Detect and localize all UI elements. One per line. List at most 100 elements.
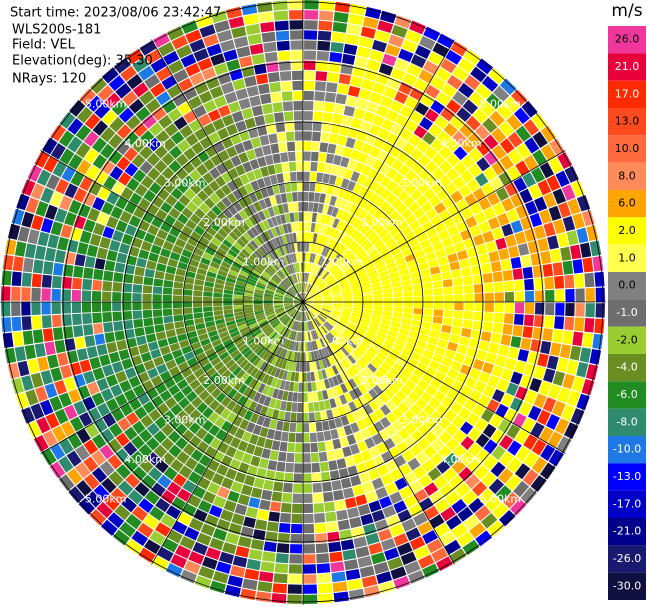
range-gate xyxy=(572,331,584,347)
range-gate xyxy=(231,26,247,39)
range-gate xyxy=(278,224,285,235)
range-gate xyxy=(344,559,359,571)
range-gate xyxy=(180,53,197,68)
range-gate xyxy=(288,381,295,392)
colorbar-label: 26.0 xyxy=(615,33,640,46)
range-gate xyxy=(296,283,300,293)
range-gate xyxy=(414,488,429,503)
range-gate xyxy=(318,327,325,337)
range-gate xyxy=(474,465,490,480)
range-gate xyxy=(300,302,303,311)
range-gate xyxy=(377,528,393,542)
range-gate xyxy=(51,425,67,442)
range-gate xyxy=(184,560,201,575)
range-gate xyxy=(363,295,373,299)
range-gate xyxy=(180,569,197,584)
range-gate xyxy=(326,249,333,259)
range-gate xyxy=(277,50,291,61)
range-gate xyxy=(110,384,123,397)
range-gate xyxy=(206,325,217,333)
range-gate xyxy=(478,221,491,234)
range-gate xyxy=(297,262,300,273)
range-gate xyxy=(575,303,585,317)
range-gate xyxy=(353,332,364,340)
range-gate xyxy=(318,313,327,321)
range-gate xyxy=(473,311,484,321)
range-gate xyxy=(324,368,332,378)
range-gate xyxy=(68,199,82,215)
range-gate xyxy=(369,324,379,331)
range-gate xyxy=(116,140,131,156)
range-gate xyxy=(249,95,261,107)
range-gate xyxy=(210,237,222,247)
range-gate xyxy=(348,340,357,349)
range-gate xyxy=(100,143,115,159)
range-gate xyxy=(138,443,153,458)
range-gate xyxy=(347,354,357,364)
range-gate xyxy=(554,275,565,289)
range-gate xyxy=(346,272,357,280)
range-gate xyxy=(386,514,401,528)
range-gate xyxy=(24,243,37,259)
range-gate xyxy=(332,308,342,313)
range-gate xyxy=(213,292,223,298)
range-gate xyxy=(167,529,183,544)
range-gate xyxy=(303,534,315,544)
range-gate xyxy=(344,201,353,212)
range-gate xyxy=(270,344,278,354)
range-gate xyxy=(284,121,294,132)
range-gate xyxy=(314,411,322,422)
range-gate xyxy=(350,317,360,324)
range-gate xyxy=(379,247,390,257)
range-gate xyxy=(523,119,540,136)
range-gate xyxy=(220,509,234,522)
range-gate xyxy=(131,435,145,450)
range-gate xyxy=(323,272,331,281)
range-gate xyxy=(441,83,457,98)
range-gate xyxy=(362,481,375,494)
range-gate xyxy=(114,393,128,407)
range-gate xyxy=(185,29,202,44)
range-gate xyxy=(311,462,321,473)
range-gate xyxy=(389,523,405,537)
range-gate xyxy=(314,91,326,102)
range-gate xyxy=(59,112,76,129)
range-gate xyxy=(342,310,352,315)
range-gate xyxy=(156,66,172,82)
range-gate xyxy=(197,476,211,490)
range-gate xyxy=(492,202,506,216)
range-gate xyxy=(287,243,293,254)
range-gate xyxy=(259,135,270,146)
range-gate xyxy=(229,231,239,241)
range-gate xyxy=(289,544,302,554)
range-gate xyxy=(321,337,328,347)
range-gate xyxy=(522,469,539,486)
range-gate xyxy=(255,314,266,320)
range-gate xyxy=(360,340,370,349)
range-gate xyxy=(507,347,520,360)
range-gate xyxy=(54,339,66,354)
range-ring-label: 1.00km xyxy=(322,256,364,269)
range-gate xyxy=(189,182,202,195)
range-gate xyxy=(55,178,69,195)
range-gate xyxy=(483,134,499,150)
range-gate xyxy=(285,360,291,371)
range-gate xyxy=(520,487,537,505)
range-gate xyxy=(330,354,338,365)
range-gate xyxy=(60,364,73,379)
range-gate xyxy=(289,171,297,182)
range-gate xyxy=(447,368,459,380)
range-gate xyxy=(476,141,491,156)
range-gate xyxy=(482,423,497,438)
range-gate xyxy=(249,158,260,170)
range-gate xyxy=(512,325,523,337)
range-gate xyxy=(489,176,504,191)
range-gate xyxy=(482,362,494,374)
range-gate xyxy=(430,452,444,466)
range-gate xyxy=(423,60,439,75)
range-gate xyxy=(265,407,274,418)
range-gate xyxy=(4,347,17,364)
range-gate xyxy=(73,187,87,203)
range-gate xyxy=(393,292,403,298)
range-gate xyxy=(293,473,303,483)
